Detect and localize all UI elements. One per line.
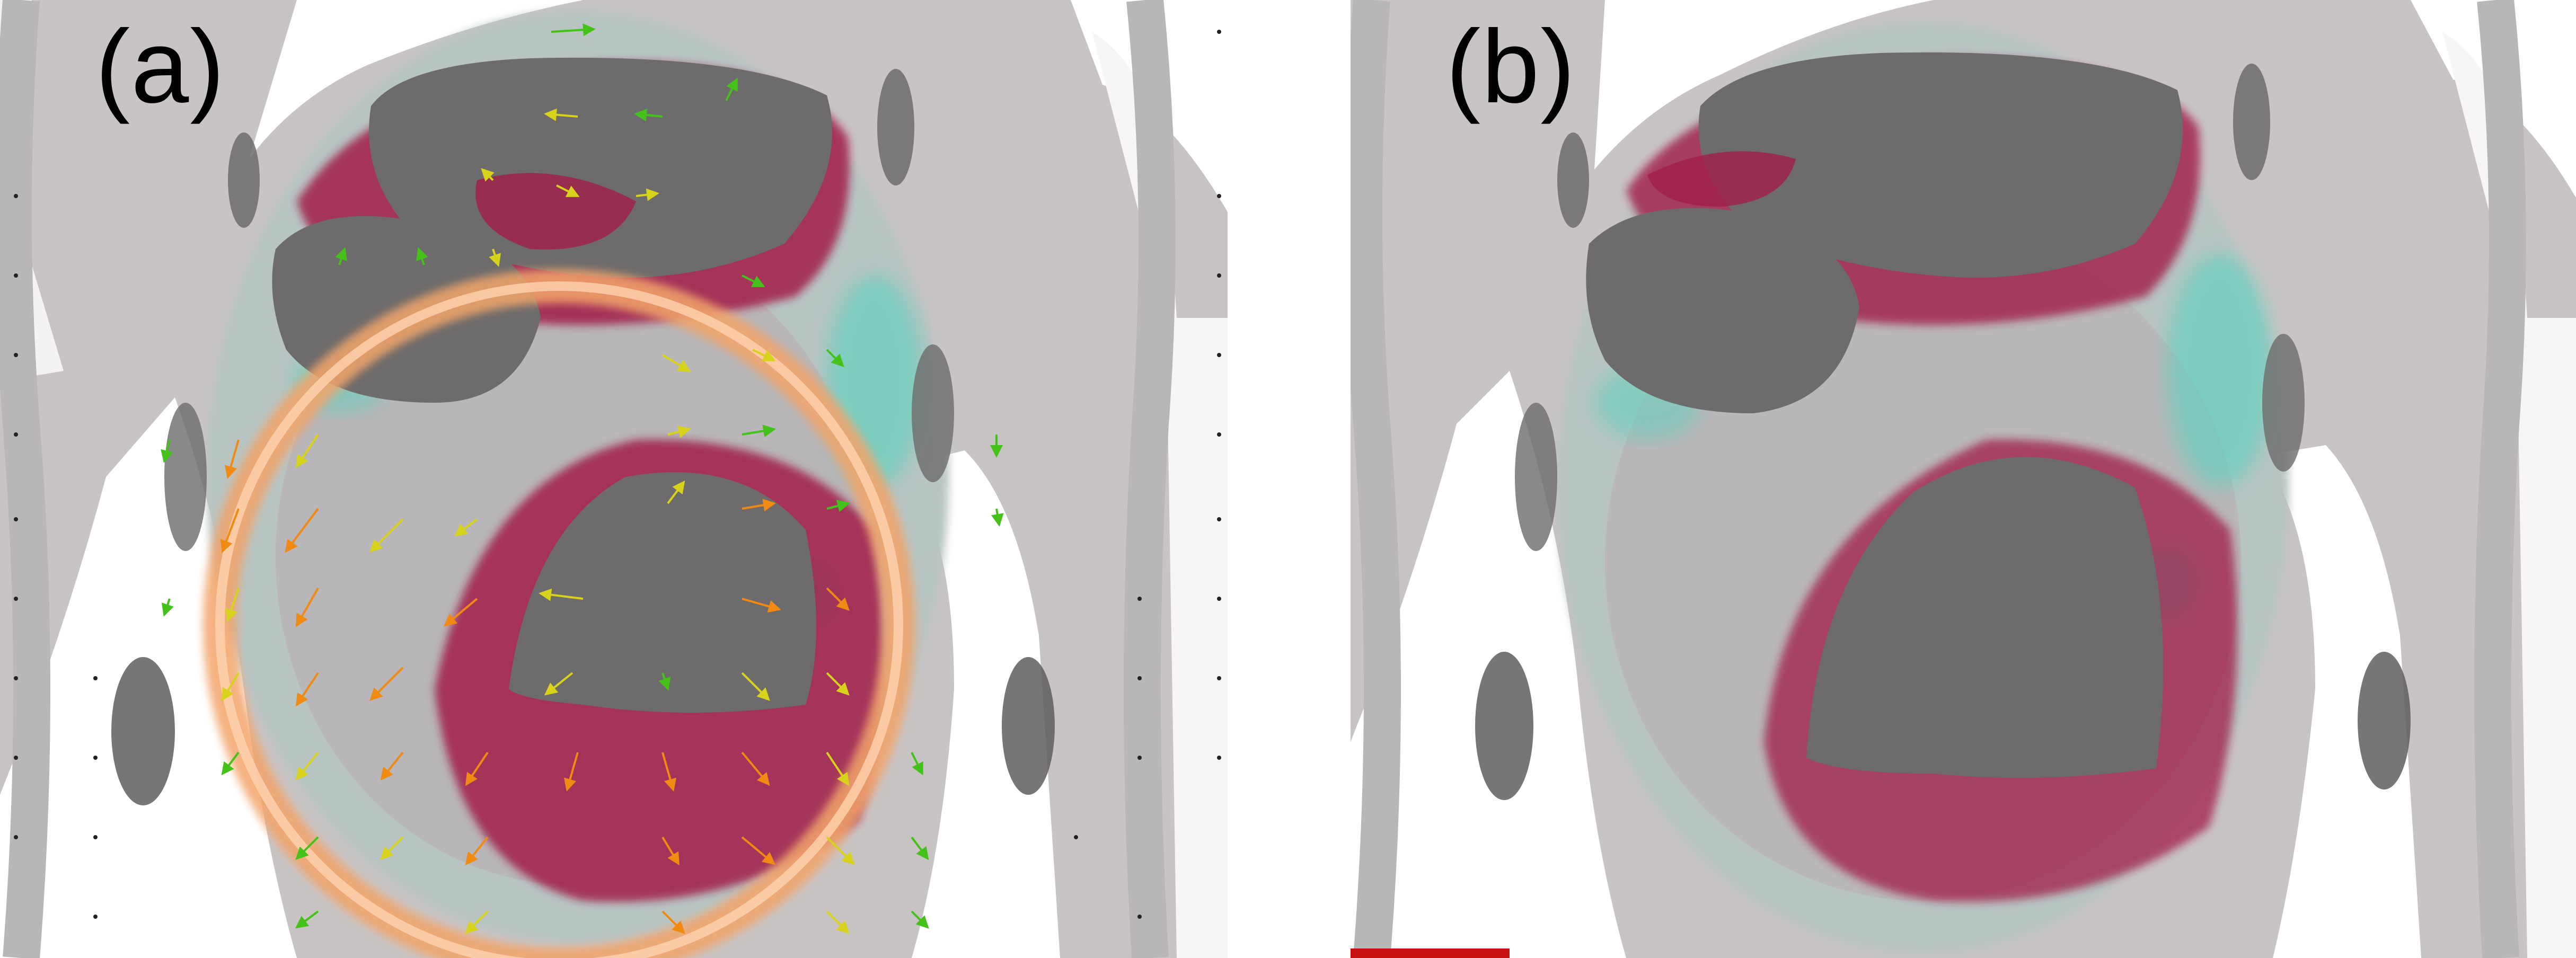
panel-b: (b): [1351, 0, 2576, 958]
panel-label-b: (b): [1446, 8, 1576, 125]
panel-gutter: [1228, 0, 1351, 958]
panel-a: (a): [0, 0, 1228, 958]
panel-label-a: (a): [95, 8, 226, 125]
ct-overlay-image-a: [0, 0, 1228, 958]
vector-field: [161, 23, 1004, 934]
ct-overlay-image-b: [1351, 0, 2576, 958]
